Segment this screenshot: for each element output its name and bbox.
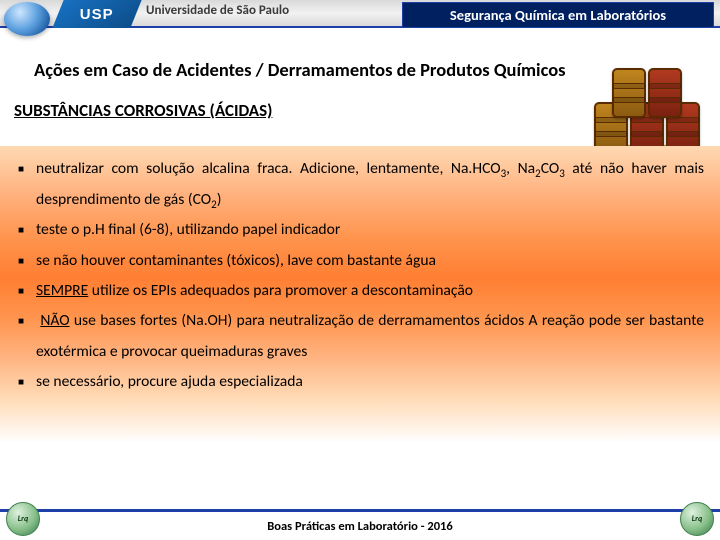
- globe-icon: [4, 2, 50, 36]
- text: CO: [541, 159, 560, 178]
- section-title: Ações em Caso de Acidentes / Derramament…: [34, 58, 566, 81]
- subheading: SUBSTÂNCIAS CORROSIVAS (ÁCIDAS): [14, 100, 272, 121]
- lab-logo-icon: Lrq: [680, 502, 714, 536]
- text: , Na: [506, 159, 535, 178]
- text: use bases fortes (Na.OH) para neutraliza…: [36, 311, 704, 360]
- underlined-text: NÃO: [40, 311, 69, 330]
- header-title: Segurança Química em Laboratórios: [402, 2, 714, 28]
- bullet-item: NÃO use bases fortes (Na.OH) para neutra…: [16, 306, 704, 367]
- footer-note: Boas Práticas em Laboratório - 2016: [0, 519, 720, 534]
- text: ): [217, 190, 222, 209]
- footer-divider: [0, 509, 720, 512]
- bullet-item: SEMPRE utilize os EPIs adequados para pr…: [16, 276, 704, 306]
- bullet-item: teste o p.H final (6-8), utilizando pape…: [16, 215, 704, 245]
- content-area: neutralizar com solução alcalina fraca. …: [0, 146, 720, 476]
- bullet-item: neutralizar com solução alcalina fraca. …: [16, 154, 704, 215]
- bullet-item: se necessário, procure ajuda especializa…: [16, 367, 704, 397]
- bullet-list: neutralizar com solução alcalina fraca. …: [16, 154, 704, 398]
- underlined-text: SEMPRE: [36, 281, 88, 300]
- bullet-item: se não houver contaminantes (tóxicos), l…: [16, 246, 704, 276]
- text: utilize os EPIs adequados para promover …: [88, 281, 473, 300]
- usp-logo-text: USP: [80, 6, 114, 23]
- lab-logo-icon: Lrq: [6, 502, 40, 536]
- text: neutralizar com solução alcalina fraca. …: [36, 159, 501, 178]
- header: USP Universidade de São Paulo Segurança …: [0, 0, 720, 38]
- university-name: Universidade de São Paulo: [146, 3, 289, 18]
- slide: USP Universidade de São Paulo Segurança …: [0, 0, 720, 540]
- barrels-icon: [590, 82, 702, 152]
- usp-logo: USP: [52, 0, 141, 28]
